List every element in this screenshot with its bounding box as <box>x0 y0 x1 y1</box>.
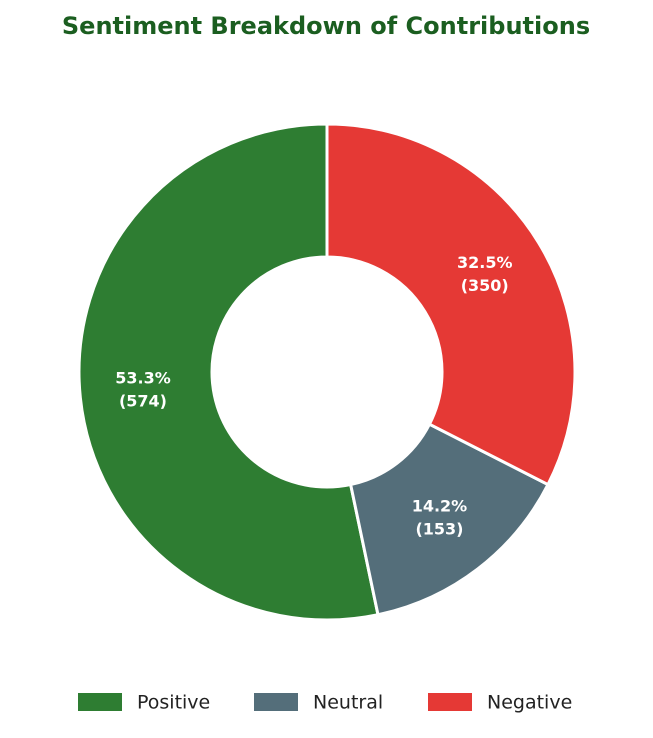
donut-slice <box>77 122 380 622</box>
donut-slice <box>348 422 551 617</box>
legend-label: Negative <box>487 692 572 714</box>
percentage-label: 32.5% <box>457 253 513 272</box>
percentage-label: 53.3% <box>115 369 171 388</box>
value-label: (153) <box>415 519 463 538</box>
donut-slice <box>325 122 577 487</box>
legend-swatch <box>78 693 122 711</box>
value-label: (350) <box>461 276 509 295</box>
legend-label: Neutral <box>313 692 383 714</box>
legend-label: Positive <box>137 692 210 714</box>
percentage-label: 14.2% <box>412 496 468 515</box>
legend-swatch <box>254 693 298 711</box>
legend-swatch <box>428 693 472 711</box>
chart-title: Sentiment Breakdown of Contributions <box>62 12 590 40</box>
value-label: (574) <box>119 392 167 411</box>
